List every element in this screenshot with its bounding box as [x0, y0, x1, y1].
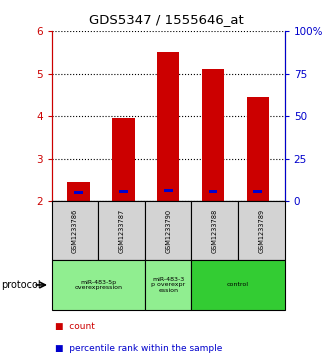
Bar	[119, 190, 128, 193]
Bar	[247, 97, 269, 201]
Bar	[253, 190, 262, 193]
Bar	[208, 190, 217, 193]
Text: GSM1233790: GSM1233790	[165, 208, 171, 253]
Text: miR-483-3
p overexpr
ession: miR-483-3 p overexpr ession	[151, 277, 185, 293]
Text: miR-483-5p
overexpression: miR-483-5p overexpression	[74, 280, 122, 290]
Text: GSM1233787: GSM1233787	[119, 208, 125, 253]
Bar	[74, 191, 83, 194]
Text: control: control	[227, 282, 249, 287]
Text: protocol: protocol	[1, 280, 40, 290]
Bar	[67, 182, 90, 201]
Text: GSM1233788: GSM1233788	[212, 208, 218, 253]
Text: GSM1233789: GSM1233789	[258, 208, 264, 253]
Bar	[164, 189, 172, 192]
Text: GDS5347 / 1555646_at: GDS5347 / 1555646_at	[89, 13, 244, 26]
Text: ■  percentile rank within the sample: ■ percentile rank within the sample	[55, 344, 222, 353]
Text: GSM1233786: GSM1233786	[72, 208, 78, 253]
Text: ■  count: ■ count	[55, 322, 95, 331]
Bar	[157, 52, 179, 201]
Bar	[112, 118, 135, 201]
Bar	[202, 69, 224, 201]
